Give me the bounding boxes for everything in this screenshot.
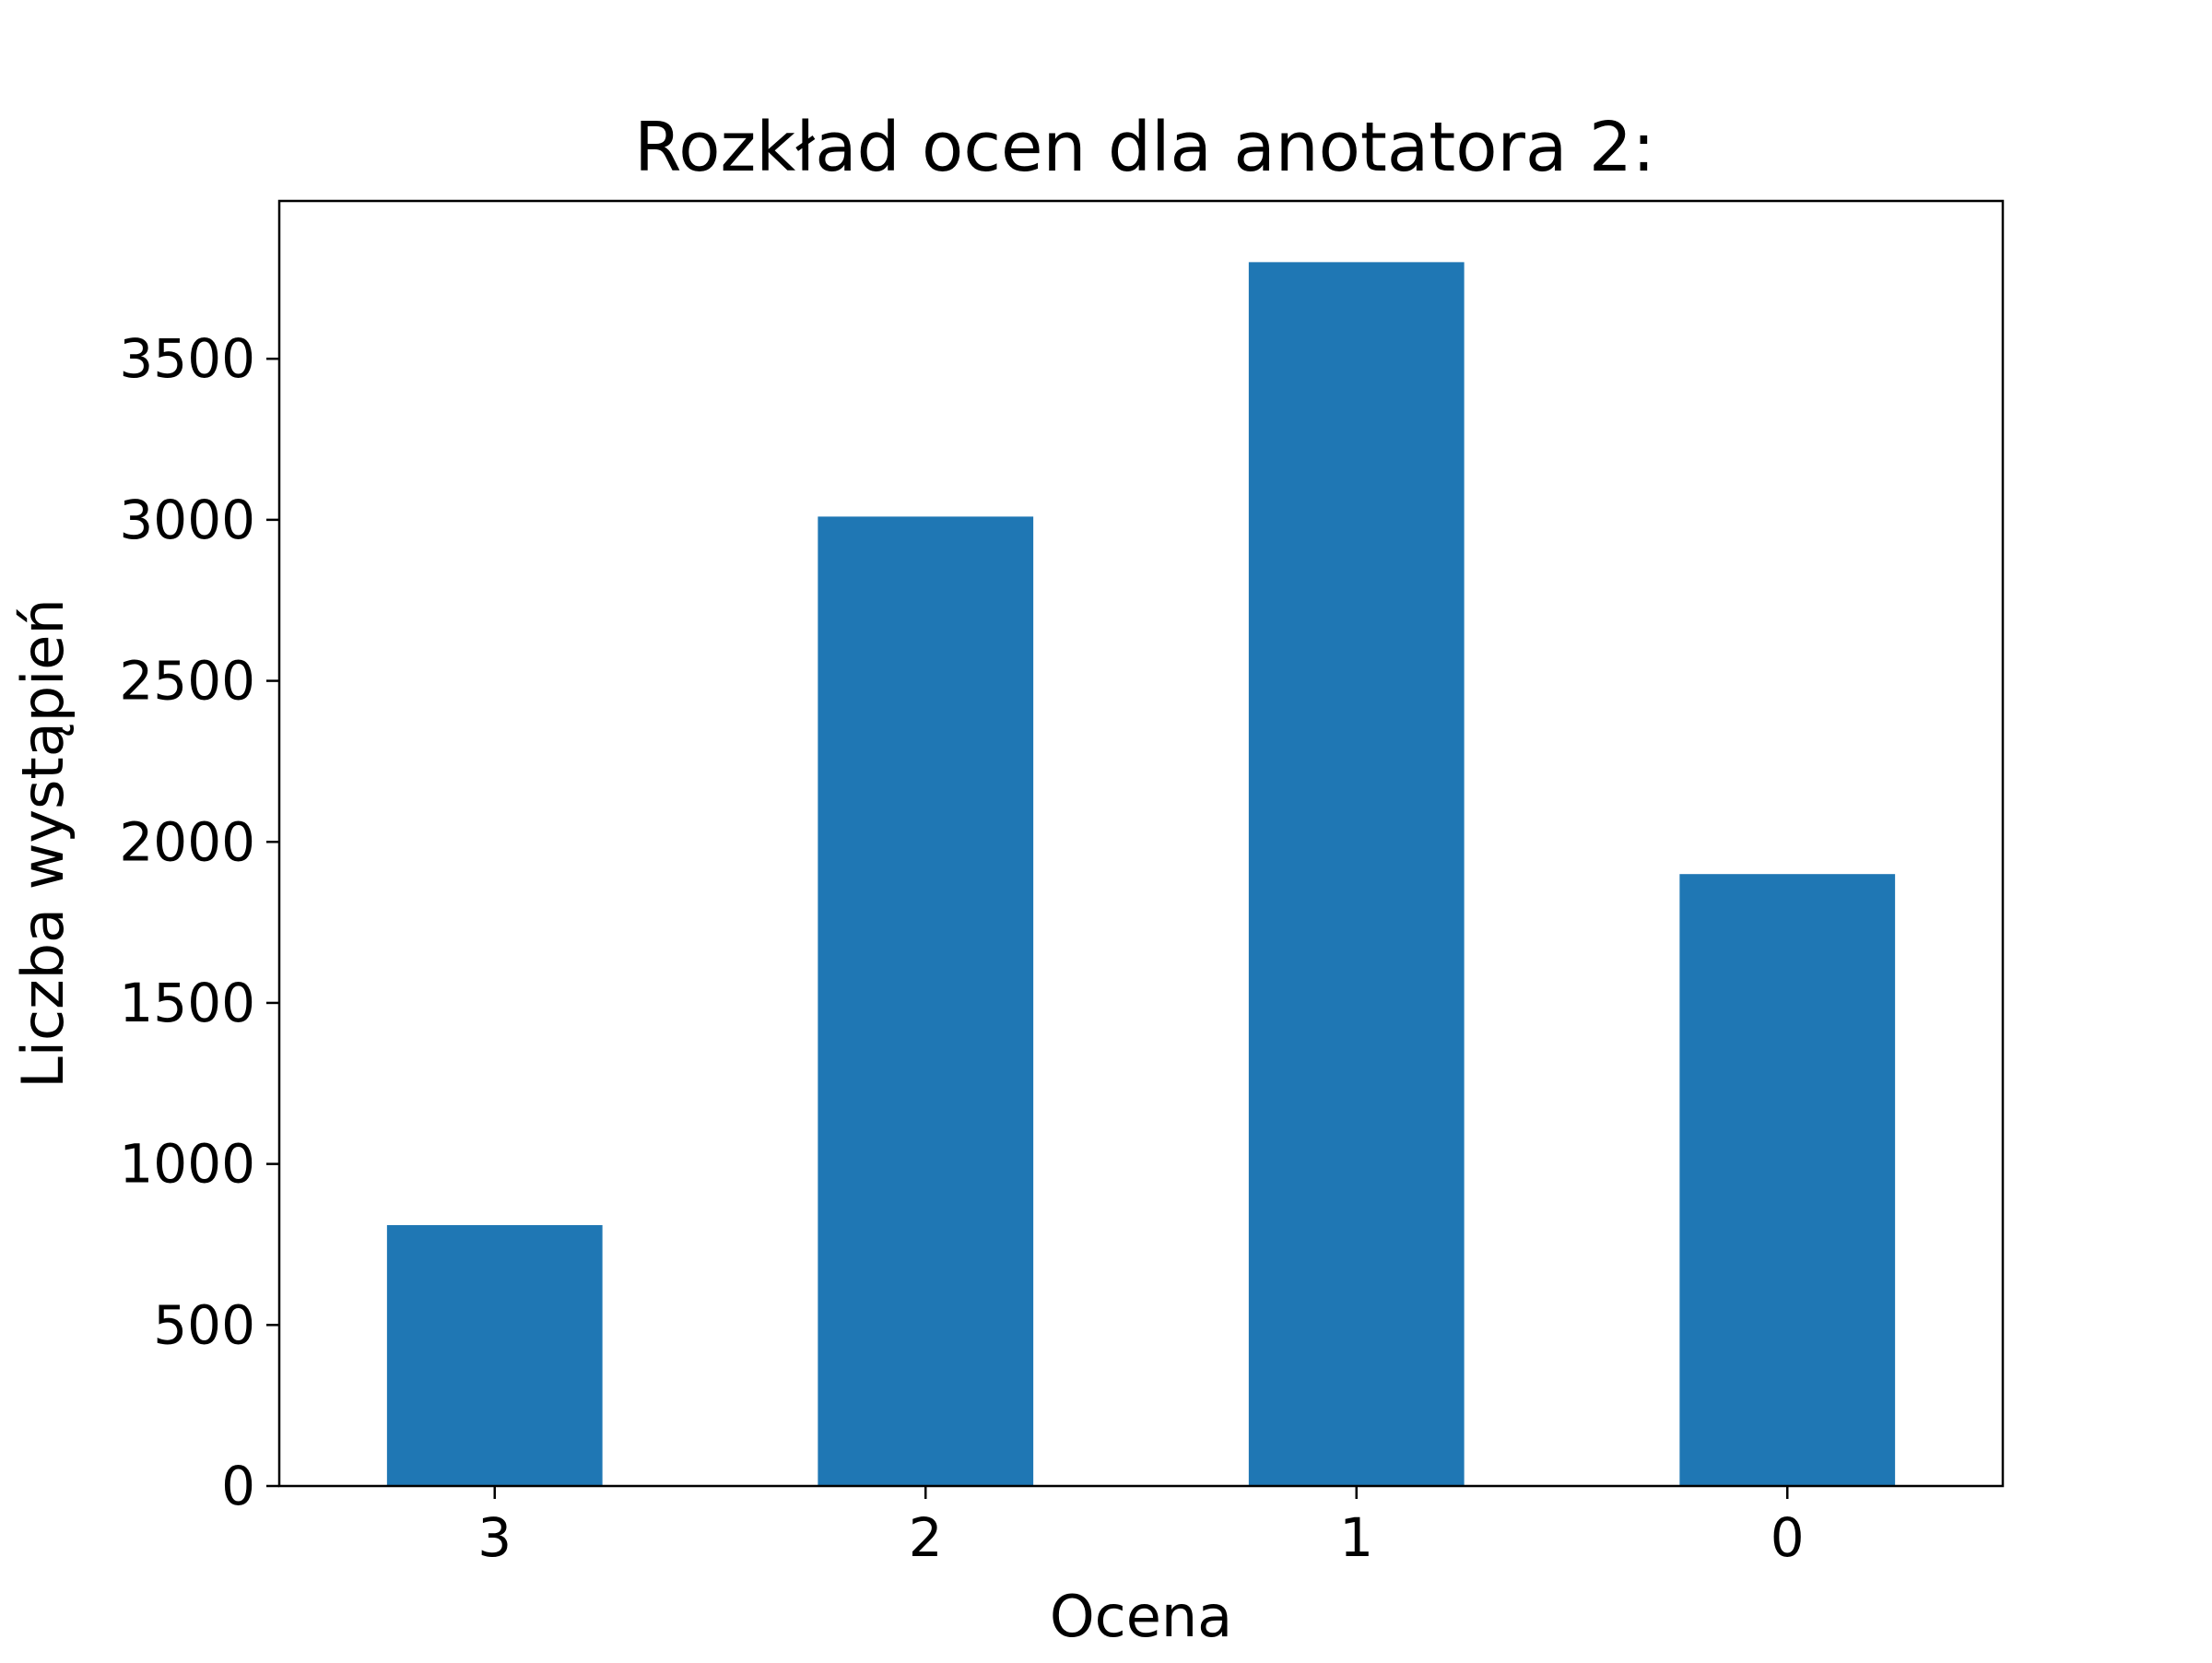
y-tick-label: 500 — [153, 1293, 255, 1356]
bar-1 — [1248, 262, 1465, 1486]
x-tick-label: 0 — [1771, 1506, 1805, 1569]
y-tick-label: 0 — [221, 1455, 255, 1517]
y-tick-label: 2000 — [119, 810, 255, 873]
bars-layer — [386, 262, 1896, 1486]
plot-frame — [277, 199, 2005, 1488]
x-tick-label: 2 — [909, 1506, 943, 1569]
x-tick-label: 1 — [1339, 1506, 1373, 1569]
y-tick-label: 1000 — [119, 1133, 255, 1196]
y-tick-label: 1500 — [119, 972, 255, 1034]
y-tick-label: 2500 — [119, 650, 255, 713]
x-tick-label: 3 — [477, 1506, 512, 1569]
x-axis-label: Ocena — [1050, 1583, 1232, 1650]
y-tick-label: 3500 — [119, 327, 255, 390]
bar-3 — [386, 1225, 603, 1486]
chart-title: Rozkład ocen dla anotatora 2: — [634, 108, 1655, 187]
bar-2 — [818, 516, 1034, 1486]
ticks-layer: 3 2 1 0 0 500 1000 1500 2000 2500 3000 3500 — [119, 327, 1804, 1569]
y-tick-label: 3000 — [119, 489, 255, 551]
y-axis-label: Liczba wystąpień — [9, 598, 76, 1088]
bar-0 — [1679, 874, 1896, 1486]
